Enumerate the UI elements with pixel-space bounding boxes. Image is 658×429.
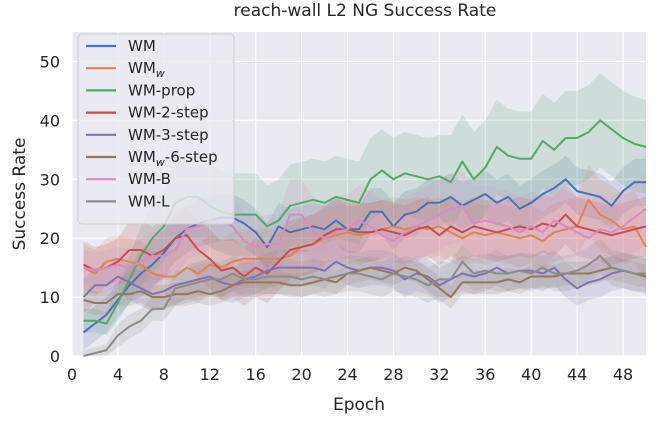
legend-label: WMw <box>128 59 165 80</box>
x-tick-label: 12 <box>200 365 220 384</box>
confidence-band <box>83 238 646 356</box>
legend-label: WM-L <box>128 192 170 210</box>
legend-item: WM-2-step <box>86 104 209 122</box>
x-tick-label: 20 <box>291 365 311 384</box>
confidence-band <box>83 244 646 315</box>
y-tick-label: 10 <box>40 288 60 307</box>
y-tick-label: 20 <box>40 229 60 248</box>
legend-item: WM-3-step <box>86 126 209 144</box>
confidence-band <box>83 73 646 336</box>
y-axis-title: Success Rate <box>10 138 30 251</box>
confidence-band <box>83 185 646 306</box>
x-tick-label: 36 <box>475 365 495 384</box>
series-line <box>83 254 646 357</box>
legend-item: WMw <box>86 59 165 80</box>
confidence-band <box>83 255 646 315</box>
chart-title: reach-wall L2 NG Success Rate <box>234 1 497 21</box>
x-tick-label: 8 <box>159 365 169 384</box>
y-tick-label: 0 <box>50 347 60 366</box>
y-tick-label: 30 <box>40 170 60 189</box>
y-tick-label: 40 <box>40 111 60 130</box>
legend-item: WMw-6-step <box>86 148 218 169</box>
y-tick-labels: 0 10 20 30 40 50 <box>40 52 60 366</box>
legend-box <box>77 33 235 225</box>
series-line <box>83 266 647 304</box>
legend-item: WM-L <box>86 192 170 210</box>
series-lines <box>82 119 647 357</box>
x-tick-label: 28 <box>383 365 403 384</box>
x-tick-label: 48 <box>613 365 633 384</box>
x-tick-label: 32 <box>429 365 449 384</box>
legend-label: WMw-6-step <box>128 148 218 169</box>
legend-item: WM-B <box>86 170 171 188</box>
x-tick-label: 0 <box>67 365 77 384</box>
x-tick-label: 16 <box>246 365 266 384</box>
x-axis-title: Epoch <box>333 395 385 415</box>
legend-label: WM-prop <box>128 81 195 99</box>
legend-item: WM-prop <box>86 81 195 99</box>
x-tick-label: 44 <box>567 365 587 384</box>
legend-item: WM <box>86 37 156 55</box>
x-tick-labels: 0 4 8 12 16 20 24 28 32 36 40 44 48 <box>67 365 633 384</box>
y-tick-label: 50 <box>40 52 60 71</box>
legend-label: WM <box>128 37 156 55</box>
series-line <box>83 204 647 272</box>
x-tick-label: 40 <box>521 365 541 384</box>
legend-label: WM-2-step <box>128 104 209 122</box>
x-tick-label: 4 <box>113 365 123 384</box>
series-line <box>83 213 647 278</box>
x-tick-label: 24 <box>337 365 357 384</box>
series-line <box>83 198 647 278</box>
legend-label: WM-B <box>128 170 171 188</box>
legend-label: WM-3-step <box>128 126 209 144</box>
